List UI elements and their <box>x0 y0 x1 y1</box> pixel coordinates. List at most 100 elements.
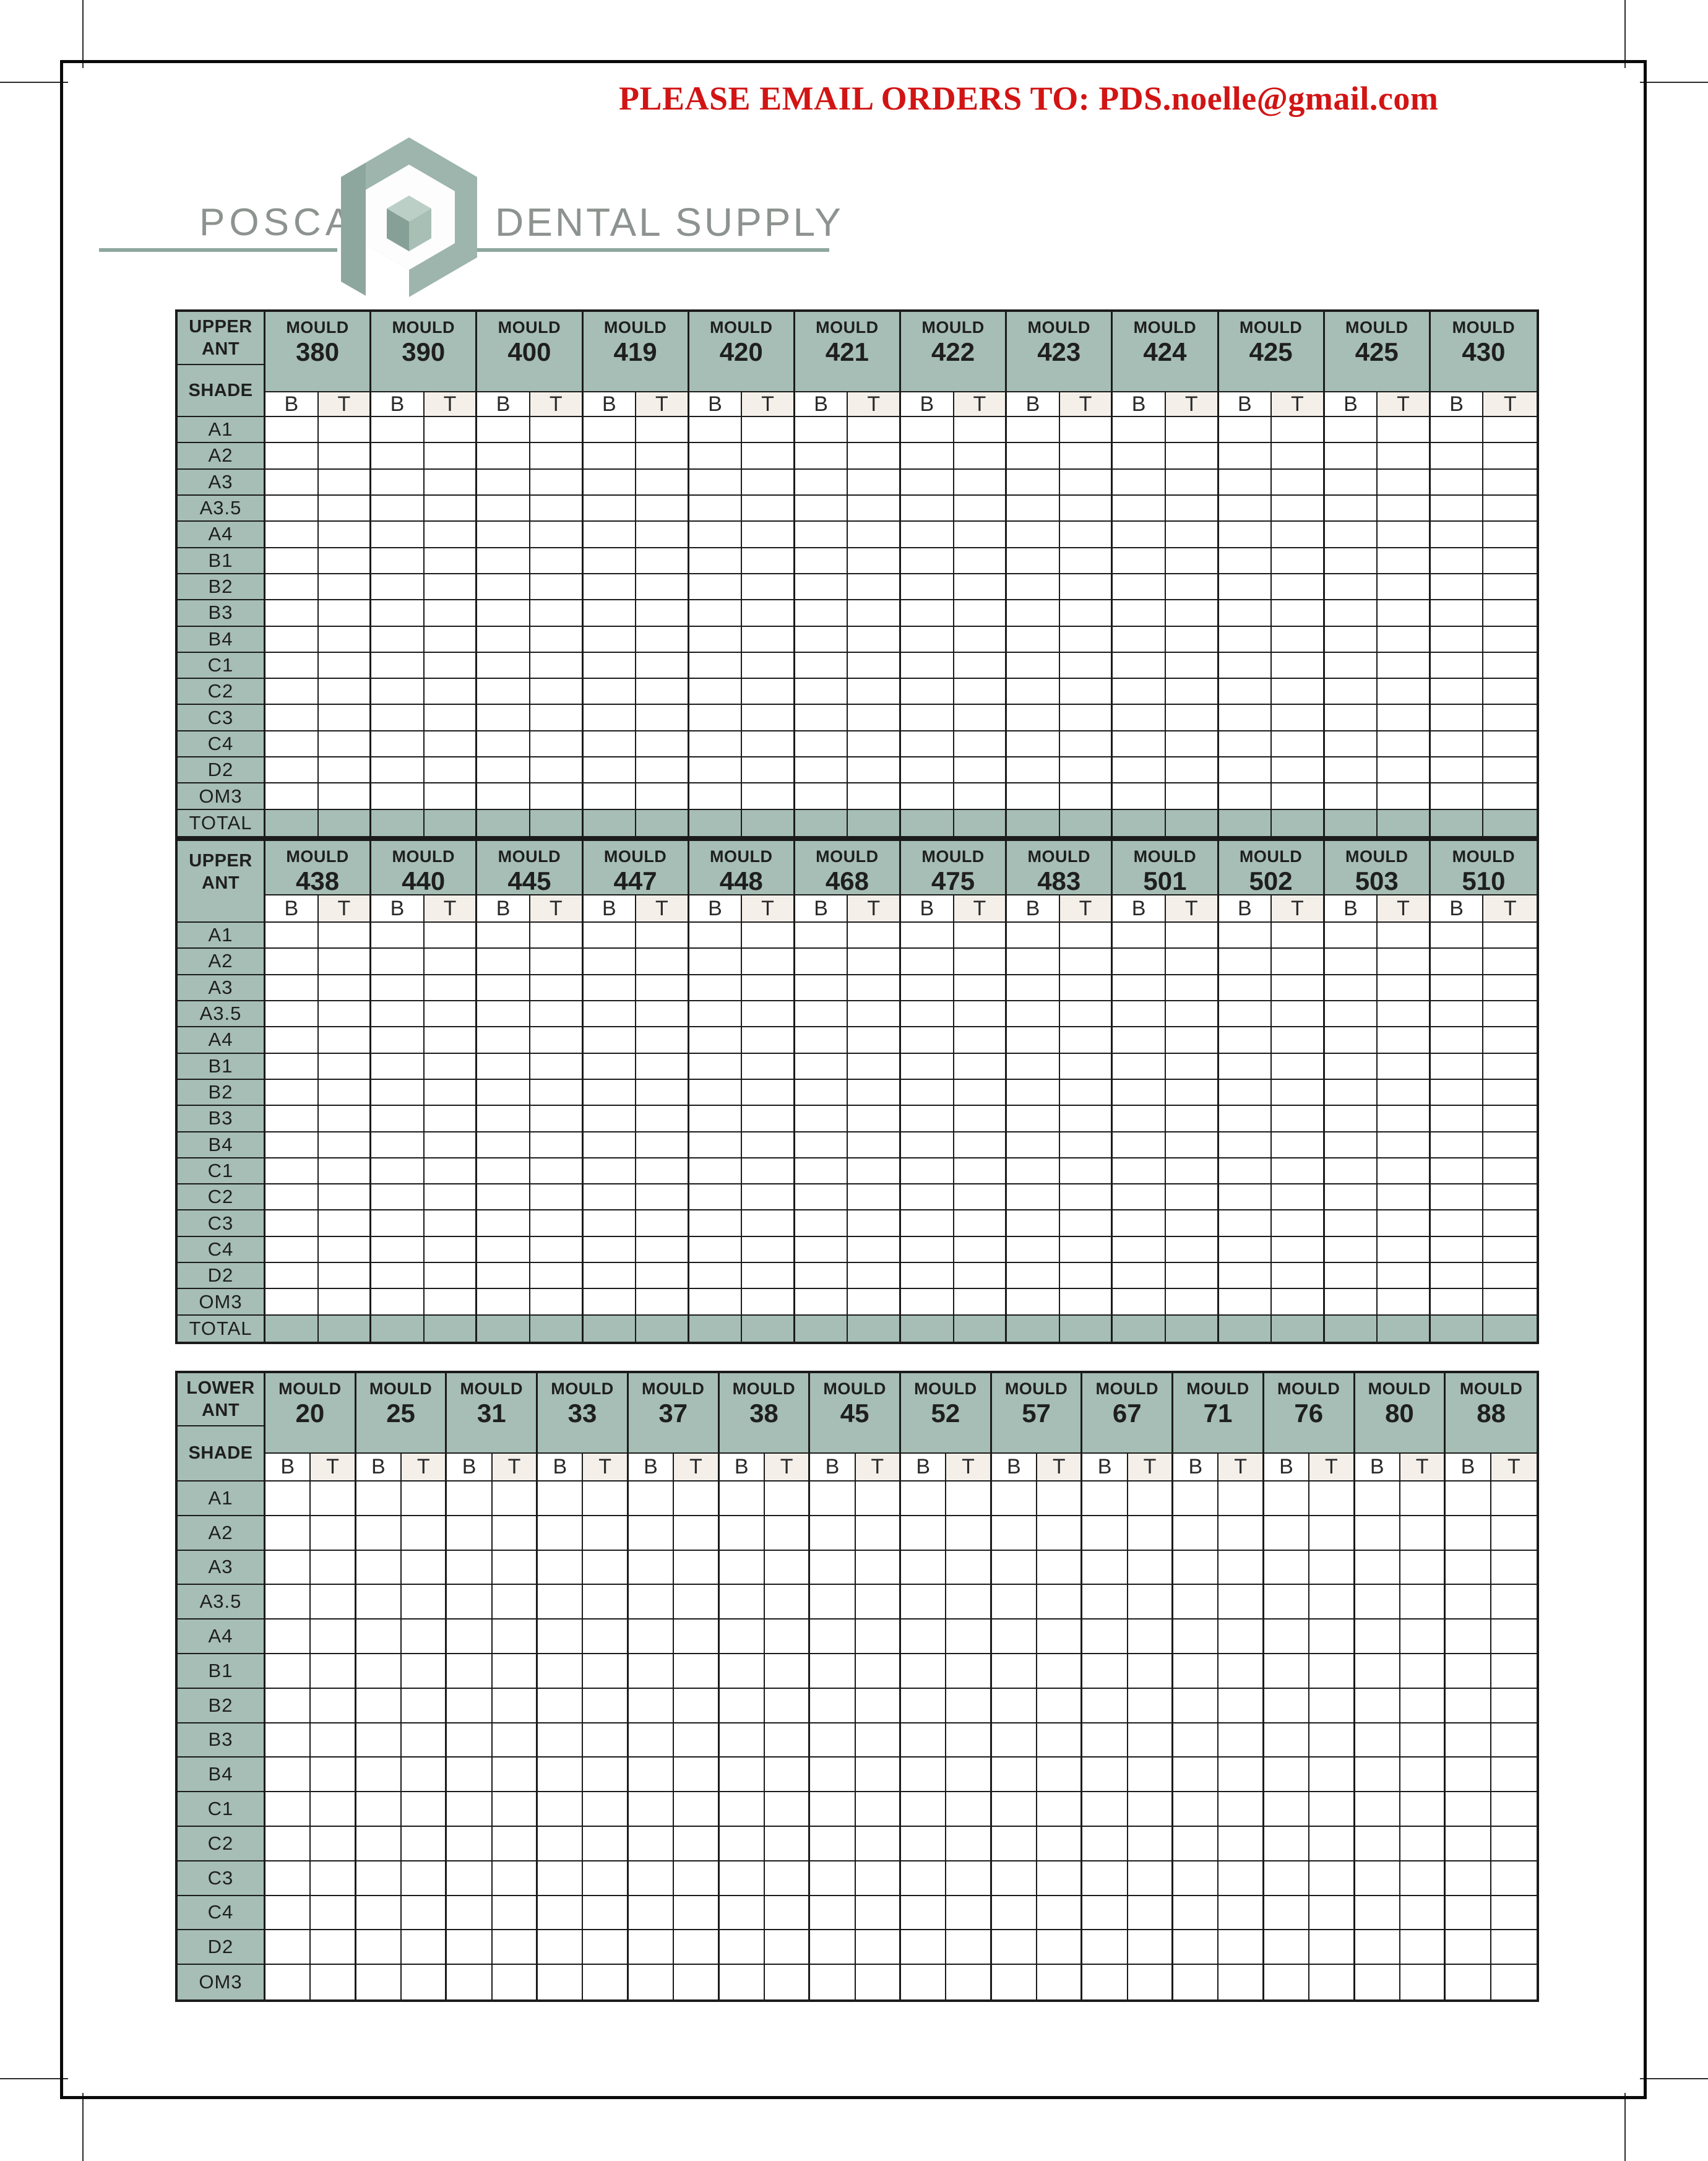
qty-cell[interactable] <box>1272 1001 1325 1028</box>
qty-cell[interactable] <box>1082 1654 1128 1689</box>
qty-cell[interactable] <box>1483 975 1537 1001</box>
qty-cell[interactable] <box>1218 1106 1272 1132</box>
qty-cell[interactable] <box>1165 626 1219 653</box>
qty-cell[interactable] <box>1082 1550 1128 1585</box>
qty-cell[interactable] <box>1272 443 1325 470</box>
qty-cell[interactable] <box>991 1550 1038 1585</box>
qty-cell[interactable] <box>1007 417 1060 444</box>
qty-cell[interactable] <box>530 443 584 470</box>
qty-cell[interactable] <box>848 1210 901 1237</box>
qty-cell[interactable] <box>742 923 795 949</box>
qty-cell[interactable] <box>583 1550 629 1585</box>
qty-cell[interactable] <box>719 1516 765 1551</box>
qty-cell[interactable] <box>583 731 637 758</box>
total-cell[interactable] <box>795 1315 848 1342</box>
qty-cell[interactable] <box>1378 1132 1431 1158</box>
qty-cell[interactable] <box>447 1516 493 1551</box>
qty-cell[interactable] <box>371 1053 425 1080</box>
qty-cell[interactable] <box>538 1688 584 1723</box>
qty-cell[interactable] <box>954 705 1007 731</box>
qty-cell[interactable] <box>265 1620 311 1654</box>
qty-cell[interactable] <box>900 1516 947 1551</box>
qty-cell[interactable] <box>628 1896 675 1931</box>
qty-cell[interactable] <box>1378 705 1431 731</box>
qty-cell[interactable] <box>447 1688 493 1723</box>
qty-cell[interactable] <box>810 1930 856 1965</box>
qty-cell[interactable] <box>946 1620 992 1654</box>
qty-cell[interactable] <box>1165 1132 1219 1158</box>
qty-cell[interactable] <box>1218 1079 1272 1106</box>
qty-cell[interactable] <box>477 1158 530 1185</box>
total-cell[interactable] <box>689 1315 743 1342</box>
qty-cell[interactable] <box>402 1723 447 1758</box>
qty-cell[interactable] <box>424 1210 478 1237</box>
qty-cell[interactable] <box>946 1723 992 1758</box>
qty-cell[interactable] <box>1309 1585 1355 1620</box>
qty-cell[interactable] <box>1218 1723 1264 1758</box>
qty-cell[interactable] <box>265 1289 319 1316</box>
qty-cell[interactable] <box>356 1654 402 1689</box>
qty-cell[interactable] <box>1218 1896 1264 1931</box>
qty-cell[interactable] <box>1430 1263 1484 1290</box>
qty-cell[interactable] <box>265 626 319 653</box>
qty-cell[interactable] <box>1218 923 1272 949</box>
qty-cell[interactable] <box>538 1723 584 1758</box>
qty-cell[interactable] <box>1173 1550 1219 1585</box>
qty-cell[interactable] <box>1264 1550 1310 1585</box>
qty-cell[interactable] <box>795 949 848 975</box>
qty-cell[interactable] <box>742 731 795 758</box>
qty-cell[interactable] <box>1173 1930 1219 1965</box>
qty-cell[interactable] <box>530 1184 584 1211</box>
qty-cell[interactable] <box>1007 1158 1060 1185</box>
qty-cell[interactable] <box>848 783 901 810</box>
qty-cell[interactable] <box>1324 757 1378 784</box>
qty-cell[interactable] <box>265 1723 311 1758</box>
qty-cell[interactable] <box>1324 574 1378 601</box>
qty-cell[interactable] <box>583 1027 637 1054</box>
qty-cell[interactable] <box>1218 600 1272 627</box>
total-cell[interactable] <box>636 1315 689 1342</box>
qty-cell[interactable] <box>1218 469 1272 496</box>
qty-cell[interactable] <box>1165 652 1219 679</box>
qty-cell[interactable] <box>371 1158 425 1185</box>
qty-cell[interactable] <box>795 1289 848 1316</box>
qty-cell[interactable] <box>447 1550 493 1585</box>
qty-cell[interactable] <box>954 757 1007 784</box>
qty-cell[interactable] <box>636 1263 689 1290</box>
qty-cell[interactable] <box>946 1758 992 1793</box>
qty-cell[interactable] <box>1007 652 1060 679</box>
qty-cell[interactable] <box>402 1550 447 1585</box>
qty-cell[interactable] <box>265 1516 311 1551</box>
qty-cell[interactable] <box>795 574 848 601</box>
qty-cell[interactable] <box>795 783 848 810</box>
qty-cell[interactable] <box>311 1861 356 1896</box>
qty-cell[interactable] <box>795 1053 848 1080</box>
qty-cell[interactable] <box>1128 1723 1174 1758</box>
qty-cell[interactable] <box>900 1896 947 1931</box>
qty-cell[interactable] <box>477 600 530 627</box>
qty-cell[interactable] <box>1218 1027 1272 1054</box>
qty-cell[interactable] <box>477 417 530 444</box>
qty-cell[interactable] <box>447 1482 493 1516</box>
qty-cell[interactable] <box>795 1027 848 1054</box>
qty-cell[interactable] <box>1324 443 1378 470</box>
qty-cell[interactable] <box>1355 1826 1400 1861</box>
qty-cell[interactable] <box>318 757 372 784</box>
total-cell[interactable] <box>901 809 954 836</box>
qty-cell[interactable] <box>636 1289 689 1316</box>
qty-cell[interactable] <box>1007 469 1060 496</box>
qty-cell[interactable] <box>689 1263 743 1290</box>
qty-cell[interactable] <box>855 1654 901 1689</box>
qty-cell[interactable] <box>764 1965 811 1999</box>
qty-cell[interactable] <box>424 495 478 522</box>
qty-cell[interactable] <box>1173 1758 1219 1793</box>
qty-cell[interactable] <box>742 1001 795 1028</box>
qty-cell[interactable] <box>265 1654 311 1689</box>
qty-cell[interactable] <box>1309 1792 1355 1827</box>
qty-cell[interactable] <box>1165 1263 1219 1290</box>
qty-cell[interactable] <box>636 417 689 444</box>
qty-cell[interactable] <box>356 1482 402 1516</box>
qty-cell[interactable] <box>583 1965 629 1999</box>
qty-cell[interactable] <box>477 495 530 522</box>
qty-cell[interactable] <box>492 1688 538 1723</box>
